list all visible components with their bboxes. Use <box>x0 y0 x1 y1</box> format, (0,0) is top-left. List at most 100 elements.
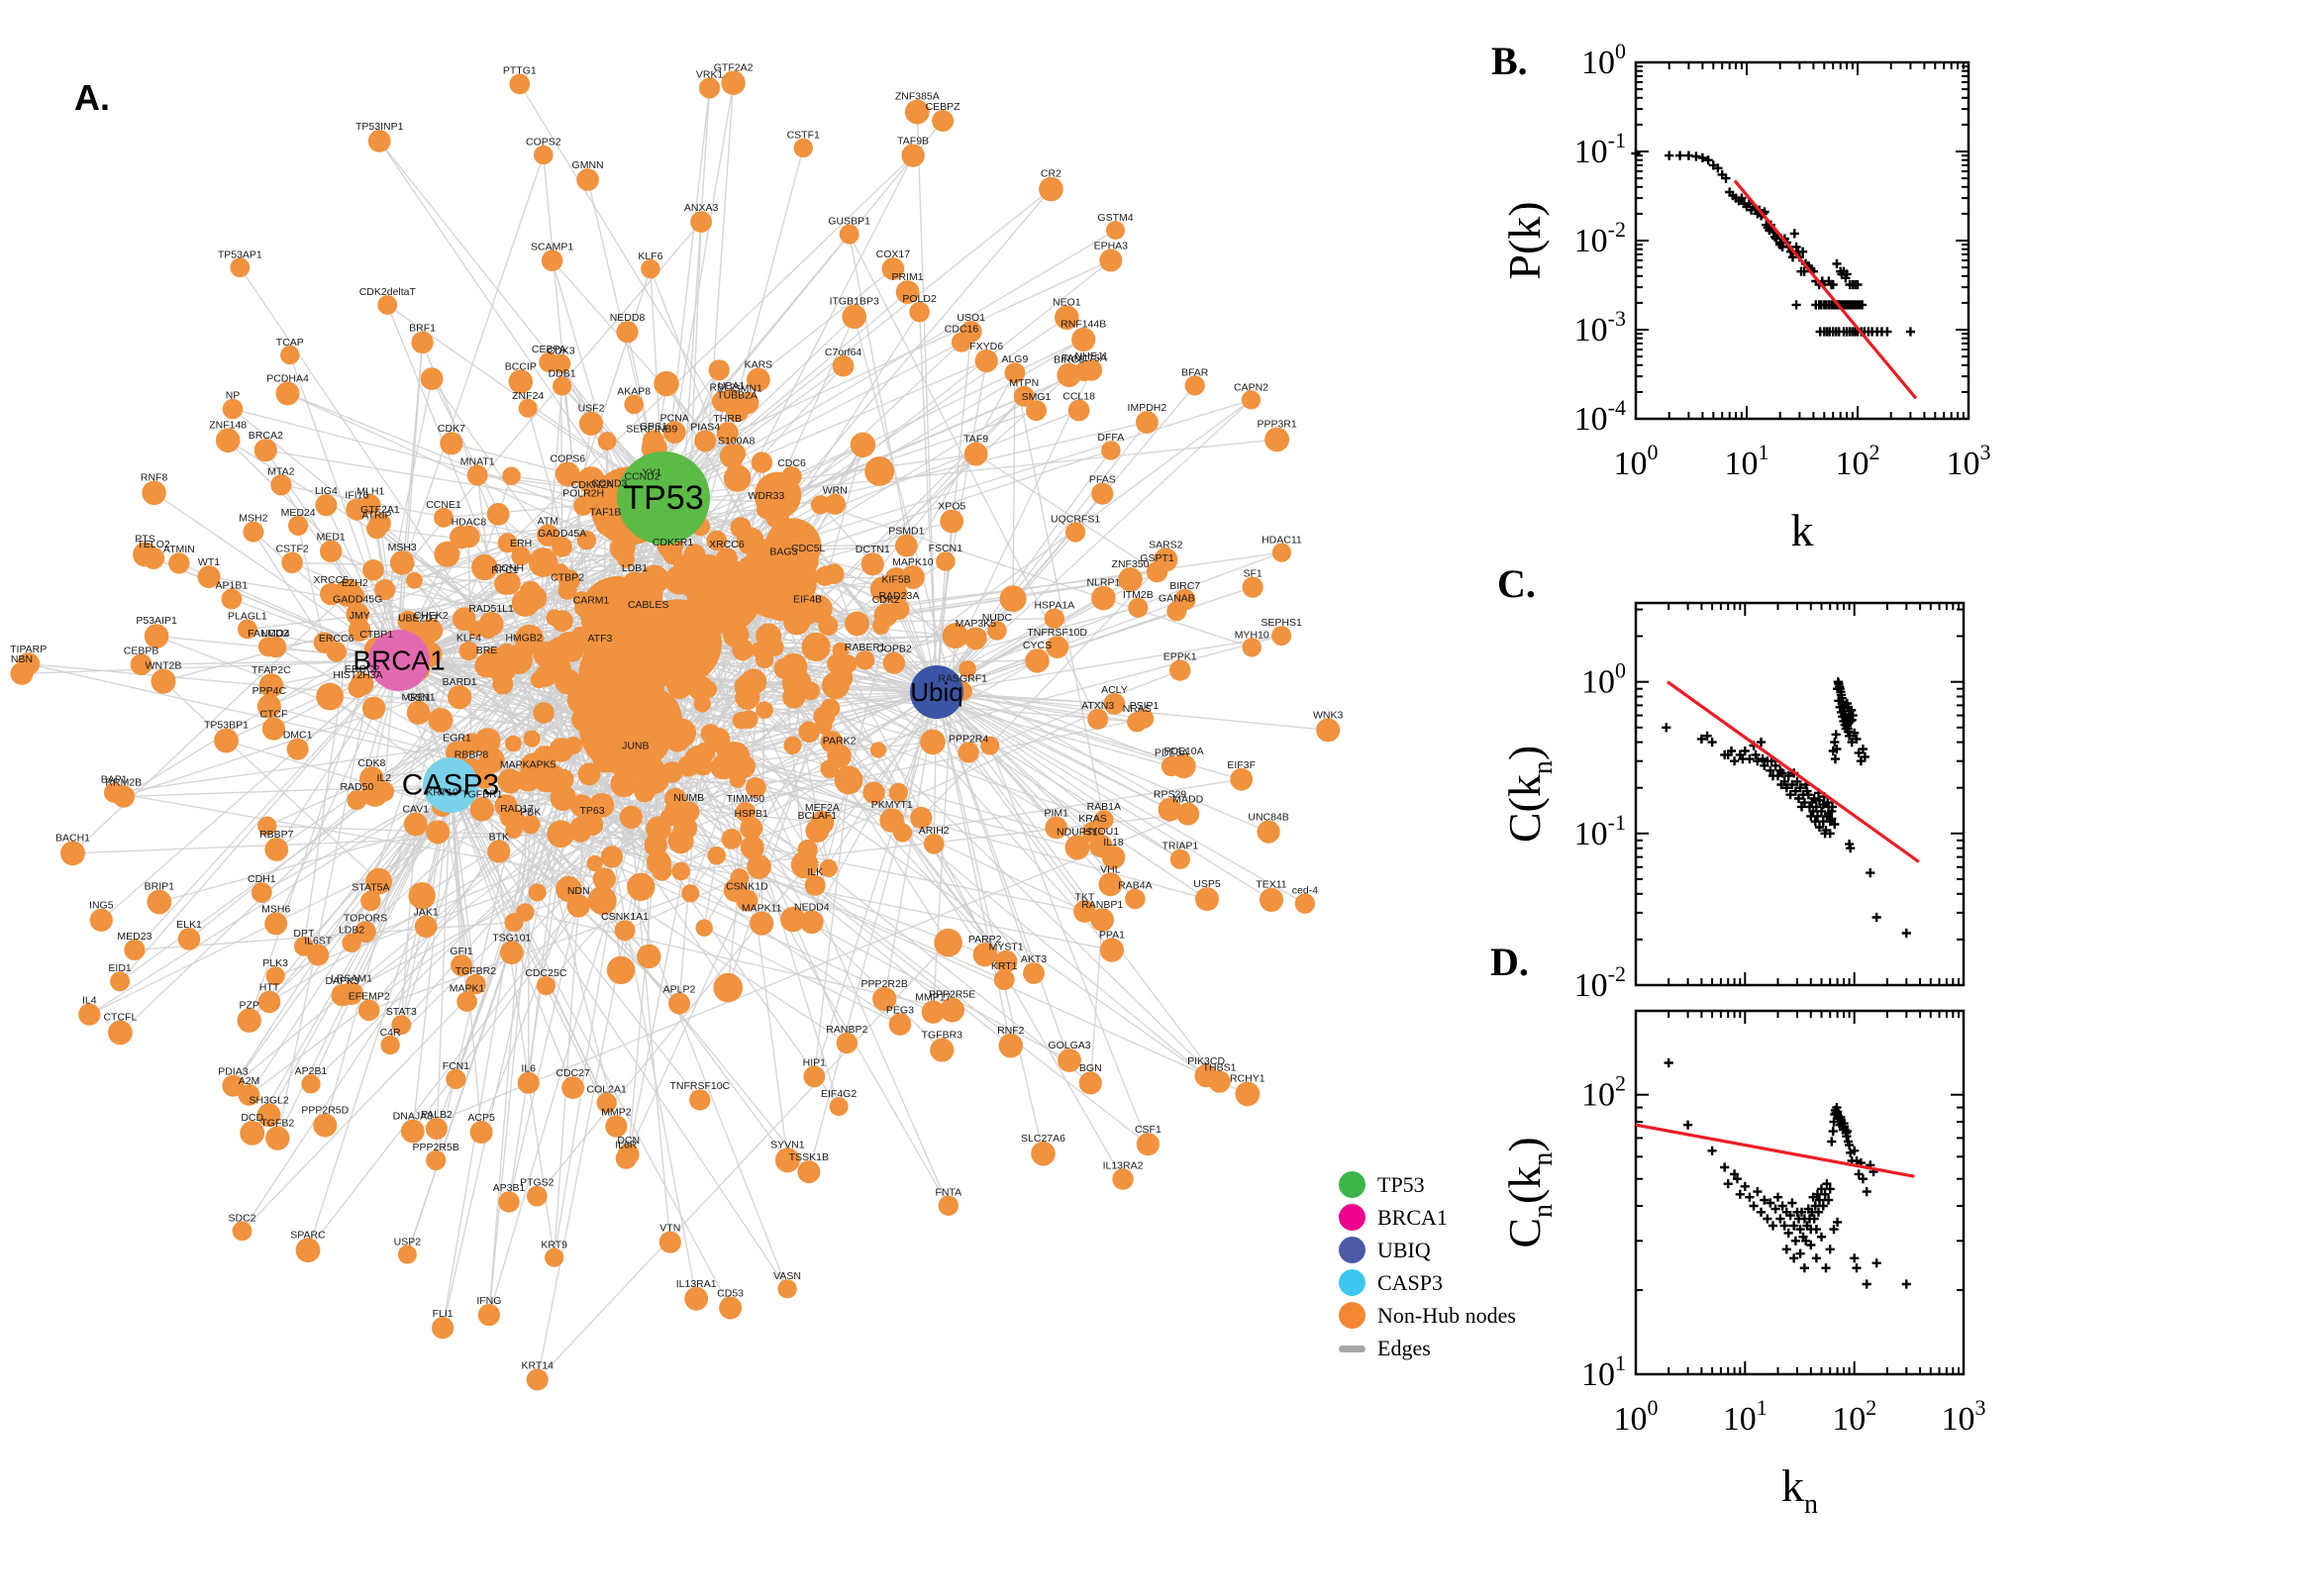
network-node <box>864 456 895 486</box>
network-node-label: KLF4 <box>456 633 481 645</box>
network-node-label: ERH <box>510 538 532 549</box>
network-node-label: VHL <box>1100 863 1121 875</box>
network-node-label: ced-4 <box>1292 884 1318 896</box>
network-node <box>617 550 635 568</box>
network-node-label: TP63 <box>579 805 604 817</box>
network-edge <box>662 341 962 499</box>
network-node <box>411 331 434 354</box>
network-node-label: NEDD4 <box>794 902 830 914</box>
network-edge <box>920 558 1166 819</box>
network-node-label: HSPA1A <box>1034 600 1074 612</box>
chart-panel-C: 100 10-1 10-2 C(kn​) <box>1499 601 1966 1004</box>
network-node <box>1058 1048 1081 1072</box>
network-node <box>1235 1081 1261 1107</box>
network-node-label: DDB1 <box>549 368 576 380</box>
network-node-label: UQCRFS1 <box>1051 513 1100 525</box>
network-edge <box>435 784 452 1160</box>
network-node-label: DCTN1 <box>856 544 890 555</box>
network-node <box>373 781 395 802</box>
network-node-label: ACLY <box>1101 684 1128 696</box>
network-node <box>286 738 309 760</box>
network-node-label: BCLAF1 <box>797 810 837 822</box>
brca1-legend-dot-icon <box>1339 1204 1365 1231</box>
network-edge <box>936 691 1184 767</box>
network-node <box>1106 221 1125 240</box>
network-node <box>130 653 152 676</box>
network-node-label: LDB1 <box>622 562 648 574</box>
legend-item-nonhub: Non-Hub nodes <box>1339 1299 1516 1332</box>
network-node-label: KRAS <box>1078 813 1107 825</box>
network-node-label: CCND3 <box>591 477 627 489</box>
network-node <box>257 637 278 657</box>
network-node <box>432 1317 454 1340</box>
network-node <box>637 607 660 631</box>
network-node-label: MAPK11 <box>742 903 782 915</box>
network-node <box>727 444 747 463</box>
network-node <box>197 565 221 589</box>
network-node-label: HIP1 <box>803 1056 827 1068</box>
network-node <box>940 509 964 534</box>
network-node-label: THRB <box>713 413 742 425</box>
network-node-label: MRE11 <box>401 692 435 704</box>
network-node-label: CTBP2 <box>551 572 584 584</box>
network-node <box>721 829 743 849</box>
network-node <box>855 650 875 670</box>
network-node <box>1101 441 1121 460</box>
network-node <box>658 1231 681 1253</box>
network-node-label: USP5 <box>1193 878 1221 890</box>
network-edge <box>916 112 938 693</box>
network-node <box>999 585 1027 613</box>
network-node-label: TIMM50 <box>727 793 765 805</box>
network-node <box>860 552 884 576</box>
network-edge <box>560 767 830 835</box>
network-node-label: SARS2 <box>1149 539 1183 550</box>
network-node-label: GMNN <box>572 159 604 171</box>
network-node-label: PEG3 <box>886 1004 914 1016</box>
network-node <box>1271 543 1291 562</box>
network-edge <box>936 691 1105 821</box>
y-tick-label: 100 <box>1581 39 1626 81</box>
network-edge <box>280 484 400 661</box>
network-node <box>1294 893 1316 914</box>
network-node <box>17 652 41 676</box>
network-node <box>426 1149 447 1170</box>
network-node <box>832 642 850 659</box>
network-edge <box>72 833 561 854</box>
network-node <box>457 525 480 549</box>
network-node-label: FLI1 <box>433 1308 454 1320</box>
network-node-label: CSTF1 <box>787 130 820 142</box>
network-node <box>1090 908 1114 932</box>
network-node-label: RAD23A <box>878 590 919 602</box>
network-node-label: MSH6 <box>261 903 290 915</box>
network-node-label: SH3GL2 <box>249 1094 288 1106</box>
network-node-label: SERPINB9 <box>626 424 677 436</box>
network-node <box>222 398 244 420</box>
network-node <box>528 883 547 902</box>
network-edge <box>368 892 691 1011</box>
network-edge <box>603 444 864 880</box>
network-node-label: YY1 <box>642 467 661 479</box>
network-node <box>1101 846 1126 869</box>
network-edge <box>398 659 656 847</box>
network-node <box>879 808 904 833</box>
network-node <box>425 1118 448 1140</box>
network-node-label: STAT3 <box>386 1006 417 1018</box>
network-node <box>494 572 516 595</box>
x-tick-label: 101 <box>1723 1395 1768 1438</box>
network-node-label: CTCF <box>259 709 287 721</box>
network-node <box>910 806 933 830</box>
network-node-label: NEO1 <box>1053 296 1081 308</box>
network-edge <box>936 691 1269 833</box>
network-node <box>1136 1133 1160 1156</box>
network-edge <box>735 684 837 757</box>
network-node <box>707 846 726 865</box>
network-edge <box>398 659 625 785</box>
network-node-label: MSH2 <box>239 513 267 525</box>
network-node <box>221 588 243 610</box>
network-node <box>980 736 1000 755</box>
network-node <box>256 694 281 719</box>
network-node-label: SPARC <box>290 1229 326 1241</box>
network-node-label: PIAS4 <box>690 421 720 433</box>
network-node-label: MLH1 <box>356 485 384 497</box>
hub-label-brca1: BRCA1 <box>353 646 445 676</box>
